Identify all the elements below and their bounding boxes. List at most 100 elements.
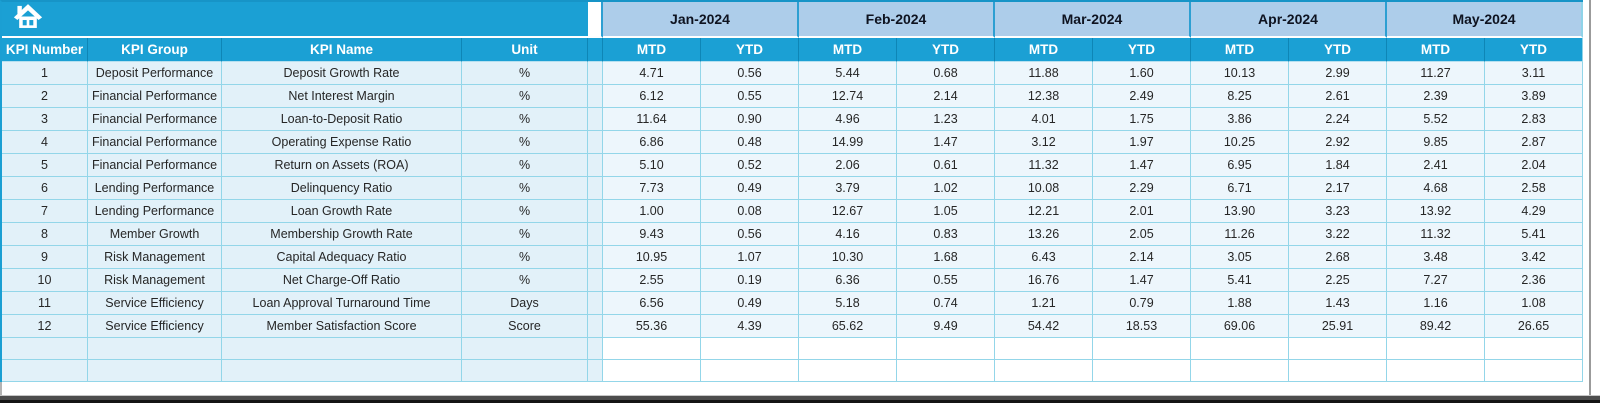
value-cell[interactable]: 1.68 [897,246,995,269]
value-cell[interactable]: 9.49 [897,315,995,338]
kpi-name-cell[interactable]: Net Interest Margin [222,85,462,108]
value-cell[interactable]: 6.86 [603,131,701,154]
value-cell[interactable]: 18.53 [1093,315,1191,338]
value-cell[interactable]: 2.55 [603,269,701,292]
value-cell[interactable]: 0.79 [1093,292,1191,315]
value-cell[interactable]: 2.17 [1289,177,1387,200]
value-cell[interactable]: 5.18 [799,292,897,315]
kpi-number-cell[interactable]: 11 [2,292,88,315]
empty-left-cell[interactable] [2,338,88,360]
value-cell[interactable]: 4.68 [1387,177,1485,200]
value-cell[interactable]: 6.56 [603,292,701,315]
value-cell[interactable]: 0.61 [897,154,995,177]
empty-value-cell[interactable] [1093,360,1191,382]
kpi-name-cell[interactable]: Capital Adequacy Ratio [222,246,462,269]
value-cell[interactable]: 0.49 [701,292,799,315]
col-header-mar-mtd[interactable]: MTD [995,38,1093,62]
empty-value-cell[interactable] [897,360,995,382]
kpi-number-cell[interactable]: 6 [2,177,88,200]
col-header-jan-mtd[interactable]: MTD [603,38,701,62]
value-cell[interactable]: 4.01 [995,108,1093,131]
kpi-number-cell[interactable]: 5 [2,154,88,177]
kpi-group-cell[interactable]: Service Efficiency [88,315,222,338]
value-cell[interactable]: 10.08 [995,177,1093,200]
value-cell[interactable]: 4.39 [701,315,799,338]
value-cell[interactable]: 3.42 [1485,246,1583,269]
value-cell[interactable]: 10.13 [1191,62,1289,85]
value-cell[interactable]: 2.99 [1289,62,1387,85]
value-cell[interactable]: 3.05 [1191,246,1289,269]
unit-cell[interactable]: % [462,223,588,246]
value-cell[interactable]: 5.10 [603,154,701,177]
value-cell[interactable]: 54.42 [995,315,1093,338]
kpi-group-cell[interactable]: Service Efficiency [88,292,222,315]
value-cell[interactable]: 0.55 [897,269,995,292]
value-cell[interactable]: 0.83 [897,223,995,246]
value-cell[interactable]: 1.60 [1093,62,1191,85]
spacer-cell[interactable] [588,292,603,315]
value-cell[interactable]: 11.32 [995,154,1093,177]
value-cell[interactable]: 2.14 [1093,246,1191,269]
spacer-cell[interactable] [588,154,603,177]
kpi-name-cell[interactable]: Operating Expense Ratio [222,131,462,154]
kpi-number-cell[interactable]: 7 [2,200,88,223]
unit-cell[interactable]: % [462,269,588,292]
value-cell[interactable]: 1.07 [701,246,799,269]
value-cell[interactable]: 2.83 [1485,108,1583,131]
value-cell[interactable]: 10.30 [799,246,897,269]
value-cell[interactable]: 7.73 [603,177,701,200]
spacer-cell[interactable] [588,200,603,223]
col-header-may-mtd[interactable]: MTD [1387,38,1485,62]
empty-value-cell[interactable] [1387,338,1485,360]
value-cell[interactable]: 11.27 [1387,62,1485,85]
empty-value-cell[interactable] [603,338,701,360]
col-header-feb-ytd[interactable]: YTD [897,38,995,62]
value-cell[interactable]: 65.62 [799,315,897,338]
unit-cell[interactable]: Score [462,315,588,338]
empty-value-cell[interactable] [995,360,1093,382]
col-header-may-ytd[interactable]: YTD [1485,38,1583,62]
value-cell[interactable]: 11.64 [603,108,701,131]
kpi-name-cell[interactable]: Loan Growth Rate [222,200,462,223]
month-header-jan[interactable]: Jan-2024 [603,2,799,38]
spacer-cell[interactable] [588,2,603,38]
col-header-unit[interactable]: Unit [462,38,588,62]
empty-left-cell[interactable] [88,360,222,382]
kpi-group-cell[interactable]: Financial Performance [88,85,222,108]
value-cell[interactable]: 5.44 [799,62,897,85]
kpi-group-cell[interactable]: Member Growth [88,223,222,246]
value-cell[interactable]: 89.42 [1387,315,1485,338]
value-cell[interactable]: 0.19 [701,269,799,292]
value-cell[interactable]: 12.74 [799,85,897,108]
kpi-group-cell[interactable]: Risk Management [88,269,222,292]
home-icon[interactable] [13,3,43,30]
empty-value-cell[interactable] [1289,338,1387,360]
kpi-number-cell[interactable]: 10 [2,269,88,292]
value-cell[interactable]: 2.05 [1093,223,1191,246]
value-cell[interactable]: 3.48 [1387,246,1485,269]
spacer-cell[interactable] [588,108,603,131]
value-cell[interactable]: 11.88 [995,62,1093,85]
unit-cell[interactable]: % [462,131,588,154]
kpi-name-cell[interactable]: Loan-to-Deposit Ratio [222,108,462,131]
empty-value-cell[interactable] [1093,338,1191,360]
empty-left-cell[interactable] [222,360,462,382]
kpi-number-cell[interactable]: 9 [2,246,88,269]
spacer-cell[interactable] [588,223,603,246]
value-cell[interactable]: 69.06 [1191,315,1289,338]
value-cell[interactable]: 13.26 [995,223,1093,246]
value-cell[interactable]: 4.29 [1485,200,1583,223]
unit-cell[interactable]: Days [462,292,588,315]
value-cell[interactable]: 13.92 [1387,200,1485,223]
value-cell[interactable]: 2.41 [1387,154,1485,177]
value-cell[interactable]: 9.43 [603,223,701,246]
value-cell[interactable]: 1.75 [1093,108,1191,131]
value-cell[interactable]: 2.01 [1093,200,1191,223]
spacer-cell[interactable] [588,38,603,62]
empty-left-cell[interactable] [88,338,222,360]
empty-value-cell[interactable] [603,360,701,382]
col-header-jan-ytd[interactable]: YTD [701,38,799,62]
value-cell[interactable]: 2.49 [1093,85,1191,108]
value-cell[interactable]: 6.12 [603,85,701,108]
unit-cell[interactable]: % [462,177,588,200]
